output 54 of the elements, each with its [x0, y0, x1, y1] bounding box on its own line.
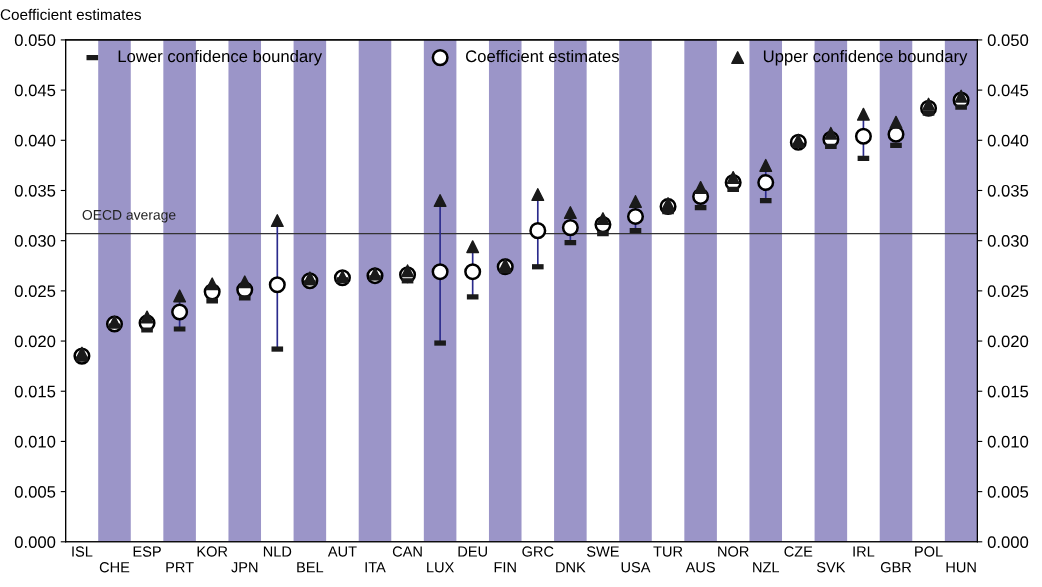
y-tick-label: 0.010 — [14, 435, 56, 448]
legend-label: Lower confidence boundary — [118, 49, 323, 66]
y2-tick-label: 0.005 — [987, 486, 1029, 498]
y2-tick-label: 0.025 — [987, 285, 1029, 298]
y2-tick-label: 0.035 — [987, 184, 1029, 197]
y-tick-label: 0.020 — [14, 335, 56, 348]
y2-tick-label: 0.020 — [987, 335, 1029, 348]
x-tick-label: ESP — [133, 546, 161, 557]
y2-tick-label: 0.010 — [987, 435, 1029, 448]
y2-tick-label: 0.040 — [987, 134, 1029, 147]
x-tick-label: CHE — [99, 562, 130, 573]
x-tick-label: NZL — [753, 562, 780, 573]
x-tick-label: FIN — [494, 562, 516, 573]
y2-tick-label: 0.045 — [987, 84, 1029, 97]
x-tick-label: GBR — [880, 562, 912, 573]
x-tick-label: ISL — [72, 546, 93, 557]
y2-tick-label: 0.015 — [987, 385, 1029, 398]
x-tick-label: SVK — [816, 562, 846, 573]
x-tick-label: IRL — [853, 546, 875, 557]
x-tick-label: USA — [621, 562, 651, 573]
y-tick-label: 0.000 — [14, 536, 56, 548]
legend-label: Upper confidence boundary — [763, 49, 968, 66]
y-tick-label: 0.030 — [14, 235, 56, 247]
x-tick-label: HUN — [946, 562, 976, 573]
y-tick-label: 0.045 — [14, 84, 56, 97]
y-tick-label: 0.005 — [14, 486, 56, 498]
x-tick-label: ITA — [365, 562, 386, 573]
y2-tick-label: 0.030 — [987, 235, 1029, 247]
y-tick-label: 0.035 — [14, 184, 56, 197]
x-tick-label: KOR — [197, 546, 228, 557]
x-tick-label: SWE — [586, 546, 619, 557]
x-tick-label: PRT — [166, 562, 194, 573]
x-tick-label: JPN — [231, 562, 258, 573]
x-tick-label: POL — [915, 546, 943, 557]
y2-tick-label: 0.050 — [987, 34, 1029, 47]
x-tick-label: DEU — [458, 546, 487, 557]
y2-tick-label: 0.000 — [987, 536, 1029, 548]
legend-label: Coefficient estimates — [466, 49, 619, 63]
x-tick-label: AUT — [327, 546, 357, 557]
x-tick-label: NOR — [718, 546, 749, 557]
y-tick-label: 0.025 — [14, 285, 56, 298]
x-tick-label: AUS — [685, 562, 715, 573]
x-tick-label: DNK — [556, 562, 586, 573]
x-tick-label: BEL — [297, 562, 324, 573]
x-tick-label: GRC — [522, 546, 554, 557]
y-tick-label: 0.040 — [14, 134, 56, 147]
x-tick-label: CAN — [392, 546, 422, 557]
y-axis-title: Coefficient estimates — [0, 8, 141, 21]
x-tick-label: LUX — [427, 562, 454, 573]
y-tick-label: 0.050 — [14, 34, 56, 47]
x-tick-label: NLD — [263, 546, 292, 557]
x-tick-label: CZE — [784, 546, 813, 557]
y-tick-label: 0.015 — [14, 385, 56, 398]
x-tick-label: TUR — [653, 546, 683, 557]
